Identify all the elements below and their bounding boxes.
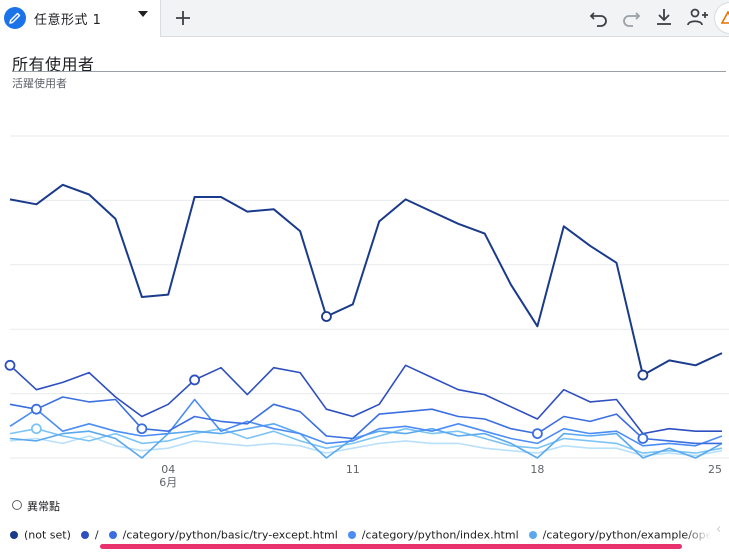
plus-icon xyxy=(176,11,190,25)
legend-item[interactable]: / xyxy=(80,528,99,542)
x-tick-label: 04 xyxy=(161,463,175,476)
legend-label: /category/python/basic/try-except.html xyxy=(122,528,338,542)
anomaly-point[interactable] xyxy=(637,369,649,381)
add-tab-button[interactable] xyxy=(163,3,203,33)
undo-button[interactable] xyxy=(586,4,612,30)
title-divider xyxy=(12,71,726,72)
anomaly-point[interactable] xyxy=(30,403,42,415)
legend-dot-icon xyxy=(347,530,356,539)
series-line-3 xyxy=(9,398,723,447)
anomaly-point[interactable] xyxy=(189,374,200,386)
anomaly-point[interactable] xyxy=(136,423,148,435)
tab-freeform-1[interactable]: 任意形式 1 xyxy=(0,0,161,37)
highlight-underline xyxy=(100,544,682,549)
share-icon xyxy=(687,8,708,26)
share-button[interactable] xyxy=(684,4,710,30)
chevron-down-icon[interactable] xyxy=(138,11,148,17)
anomaly-point[interactable] xyxy=(637,433,649,444)
card-title: 所有使用者 xyxy=(12,55,95,74)
legend-dot-icon xyxy=(10,530,18,539)
series-line-4 xyxy=(9,422,723,459)
tab-label: 任意形式 1 xyxy=(34,13,102,28)
x-tick-label: 18 xyxy=(530,463,544,476)
legend-fade xyxy=(684,520,729,544)
card-subtitle: 活躍使用者 xyxy=(12,77,67,90)
warning-icon xyxy=(721,11,729,24)
download-button[interactable] xyxy=(651,4,677,30)
redo-button[interactable] xyxy=(618,4,644,30)
anomaly-label: 異常點 xyxy=(27,500,60,513)
pencil-icon xyxy=(4,7,26,29)
legend-item[interactable]: /category/python/index.html xyxy=(347,528,519,542)
legend-label: (not set) xyxy=(24,528,71,542)
legend-item[interactable]: (not set) xyxy=(10,528,71,542)
anomaly-marker-icon xyxy=(12,500,22,510)
anomaly-point[interactable] xyxy=(4,359,16,371)
legend-label: / xyxy=(94,528,99,542)
download-icon xyxy=(657,9,671,25)
x-tick-month: 6月 xyxy=(159,476,177,489)
undo-icon xyxy=(589,12,607,27)
anomaly-point[interactable] xyxy=(30,423,42,435)
legend-item[interactable]: /category/python/example/openai.html xyxy=(528,528,716,542)
anomaly-point[interactable] xyxy=(532,428,543,440)
legend-item[interactable]: /category/python/basic/try-except.html xyxy=(108,528,338,542)
x-tick-label: 25 xyxy=(708,463,722,476)
series-line-0 xyxy=(9,183,723,377)
chevron-left-icon[interactable]: ‹ xyxy=(716,522,722,537)
legend-dot-icon xyxy=(80,530,89,539)
chart-legend: (not set) / /category/python/basic/try-exc… xyxy=(10,524,716,542)
warning-button[interactable] xyxy=(714,2,729,34)
redo-icon xyxy=(623,12,641,27)
legend-label: /category/python/index.html xyxy=(361,528,519,542)
legend-dot-icon xyxy=(528,530,537,539)
legend-dot-icon xyxy=(108,530,117,539)
report-tab-bar: 任意形式 1 xyxy=(0,0,729,37)
series-line-1 xyxy=(9,364,722,435)
legend-label: /category/python/example/openai.html xyxy=(542,528,716,542)
series-line-2 xyxy=(9,396,722,445)
x-tick-label: 11 xyxy=(346,463,360,476)
series-line-5 xyxy=(9,427,723,454)
anomaly-point[interactable] xyxy=(321,311,332,322)
